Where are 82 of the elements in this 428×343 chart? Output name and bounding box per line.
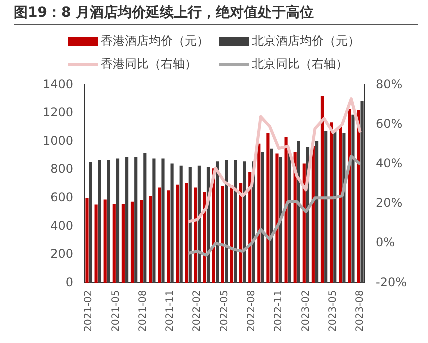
bar xyxy=(312,146,315,284)
bar xyxy=(107,160,111,284)
x-tick-label: 2022-11 xyxy=(274,290,285,332)
x-tick-label: 2022-02 xyxy=(192,290,204,332)
bar xyxy=(243,162,246,284)
bar xyxy=(276,154,279,284)
x-tick-label: 2022-05 xyxy=(219,290,230,332)
y-tick-label: 1400 xyxy=(42,77,74,92)
y-tick-label: 1000 xyxy=(42,134,74,148)
bar xyxy=(134,157,138,284)
bar xyxy=(216,162,220,284)
bar xyxy=(185,184,188,284)
bar xyxy=(348,109,352,284)
bar xyxy=(234,160,238,284)
bar xyxy=(112,204,116,284)
bar xyxy=(98,160,102,284)
bar xyxy=(149,196,152,284)
bar xyxy=(144,153,147,284)
bar xyxy=(230,186,234,284)
y-tick-label: 400 xyxy=(50,218,74,233)
chart-title: 图19：8 月酒店均价延续上行，绝对值处于高位 xyxy=(14,4,418,25)
bar xyxy=(94,204,98,284)
bar xyxy=(339,126,342,284)
bar xyxy=(89,162,92,284)
bar xyxy=(320,96,324,284)
x-tick-label: 2023-02 xyxy=(300,290,312,332)
bar xyxy=(104,200,107,284)
y-tick-label: 600 xyxy=(50,190,74,204)
bar xyxy=(240,184,243,284)
x-tick-label: 2021-11 xyxy=(165,290,176,332)
bar xyxy=(225,160,228,284)
bar xyxy=(266,133,270,284)
bar xyxy=(86,198,89,284)
bar xyxy=(194,188,198,284)
bar xyxy=(270,148,274,284)
x-tick-label: 2022-08 xyxy=(246,290,258,332)
bar xyxy=(180,166,183,284)
legend-label: 香港酒店均价（元） xyxy=(101,33,209,50)
y-tick-label: 0 xyxy=(66,275,74,290)
y2-tick-label: 20% xyxy=(376,196,403,210)
bar xyxy=(198,166,201,284)
bar xyxy=(258,144,261,284)
bar xyxy=(158,188,162,284)
y-tick-label: 800 xyxy=(50,162,74,176)
bar xyxy=(324,131,328,284)
bar xyxy=(288,152,292,284)
legend-label: 北京酒店均价（元） xyxy=(252,33,360,50)
bar xyxy=(152,158,156,284)
x-tick-label: 2021-02 xyxy=(84,290,95,332)
bar xyxy=(126,157,129,284)
bar xyxy=(122,204,125,284)
bar xyxy=(284,138,288,284)
bar xyxy=(116,158,120,284)
bar xyxy=(279,157,282,284)
bar xyxy=(188,167,192,284)
legend-label: 香港同比（右轴） xyxy=(101,56,197,73)
bar xyxy=(167,190,170,284)
y2-tick-label: -20% xyxy=(376,275,408,290)
bar xyxy=(221,186,224,284)
bar xyxy=(316,141,319,284)
y-tick-label: 1200 xyxy=(42,106,74,120)
bar xyxy=(130,202,134,284)
bar xyxy=(162,158,165,284)
y2-tick-label: 60% xyxy=(376,116,403,131)
bar xyxy=(330,122,334,284)
bar xyxy=(352,114,355,284)
x-tick-label: 2023-08 xyxy=(355,290,366,332)
x-tick-label: 2021-05 xyxy=(110,290,122,332)
y2-tick-label: 80% xyxy=(376,77,403,92)
bar xyxy=(176,184,180,284)
bar xyxy=(297,141,300,284)
bar xyxy=(140,200,144,284)
bar xyxy=(334,131,337,284)
x-tick-label: 2021-08 xyxy=(138,290,149,332)
y-tick-label: 200 xyxy=(50,247,74,262)
legend-label: 北京同比（右轴） xyxy=(252,56,348,73)
y2-tick-label: 40% xyxy=(376,156,403,171)
bar xyxy=(170,164,174,284)
y2-tick-label: 0% xyxy=(376,236,396,250)
bar xyxy=(360,101,364,284)
bar xyxy=(261,152,264,284)
x-tick-label: 2023-05 xyxy=(328,290,339,332)
